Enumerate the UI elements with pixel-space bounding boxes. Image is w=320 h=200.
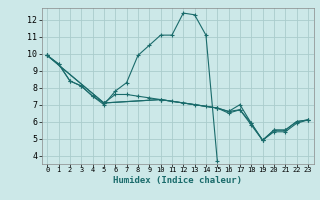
X-axis label: Humidex (Indice chaleur): Humidex (Indice chaleur) [113, 176, 242, 185]
